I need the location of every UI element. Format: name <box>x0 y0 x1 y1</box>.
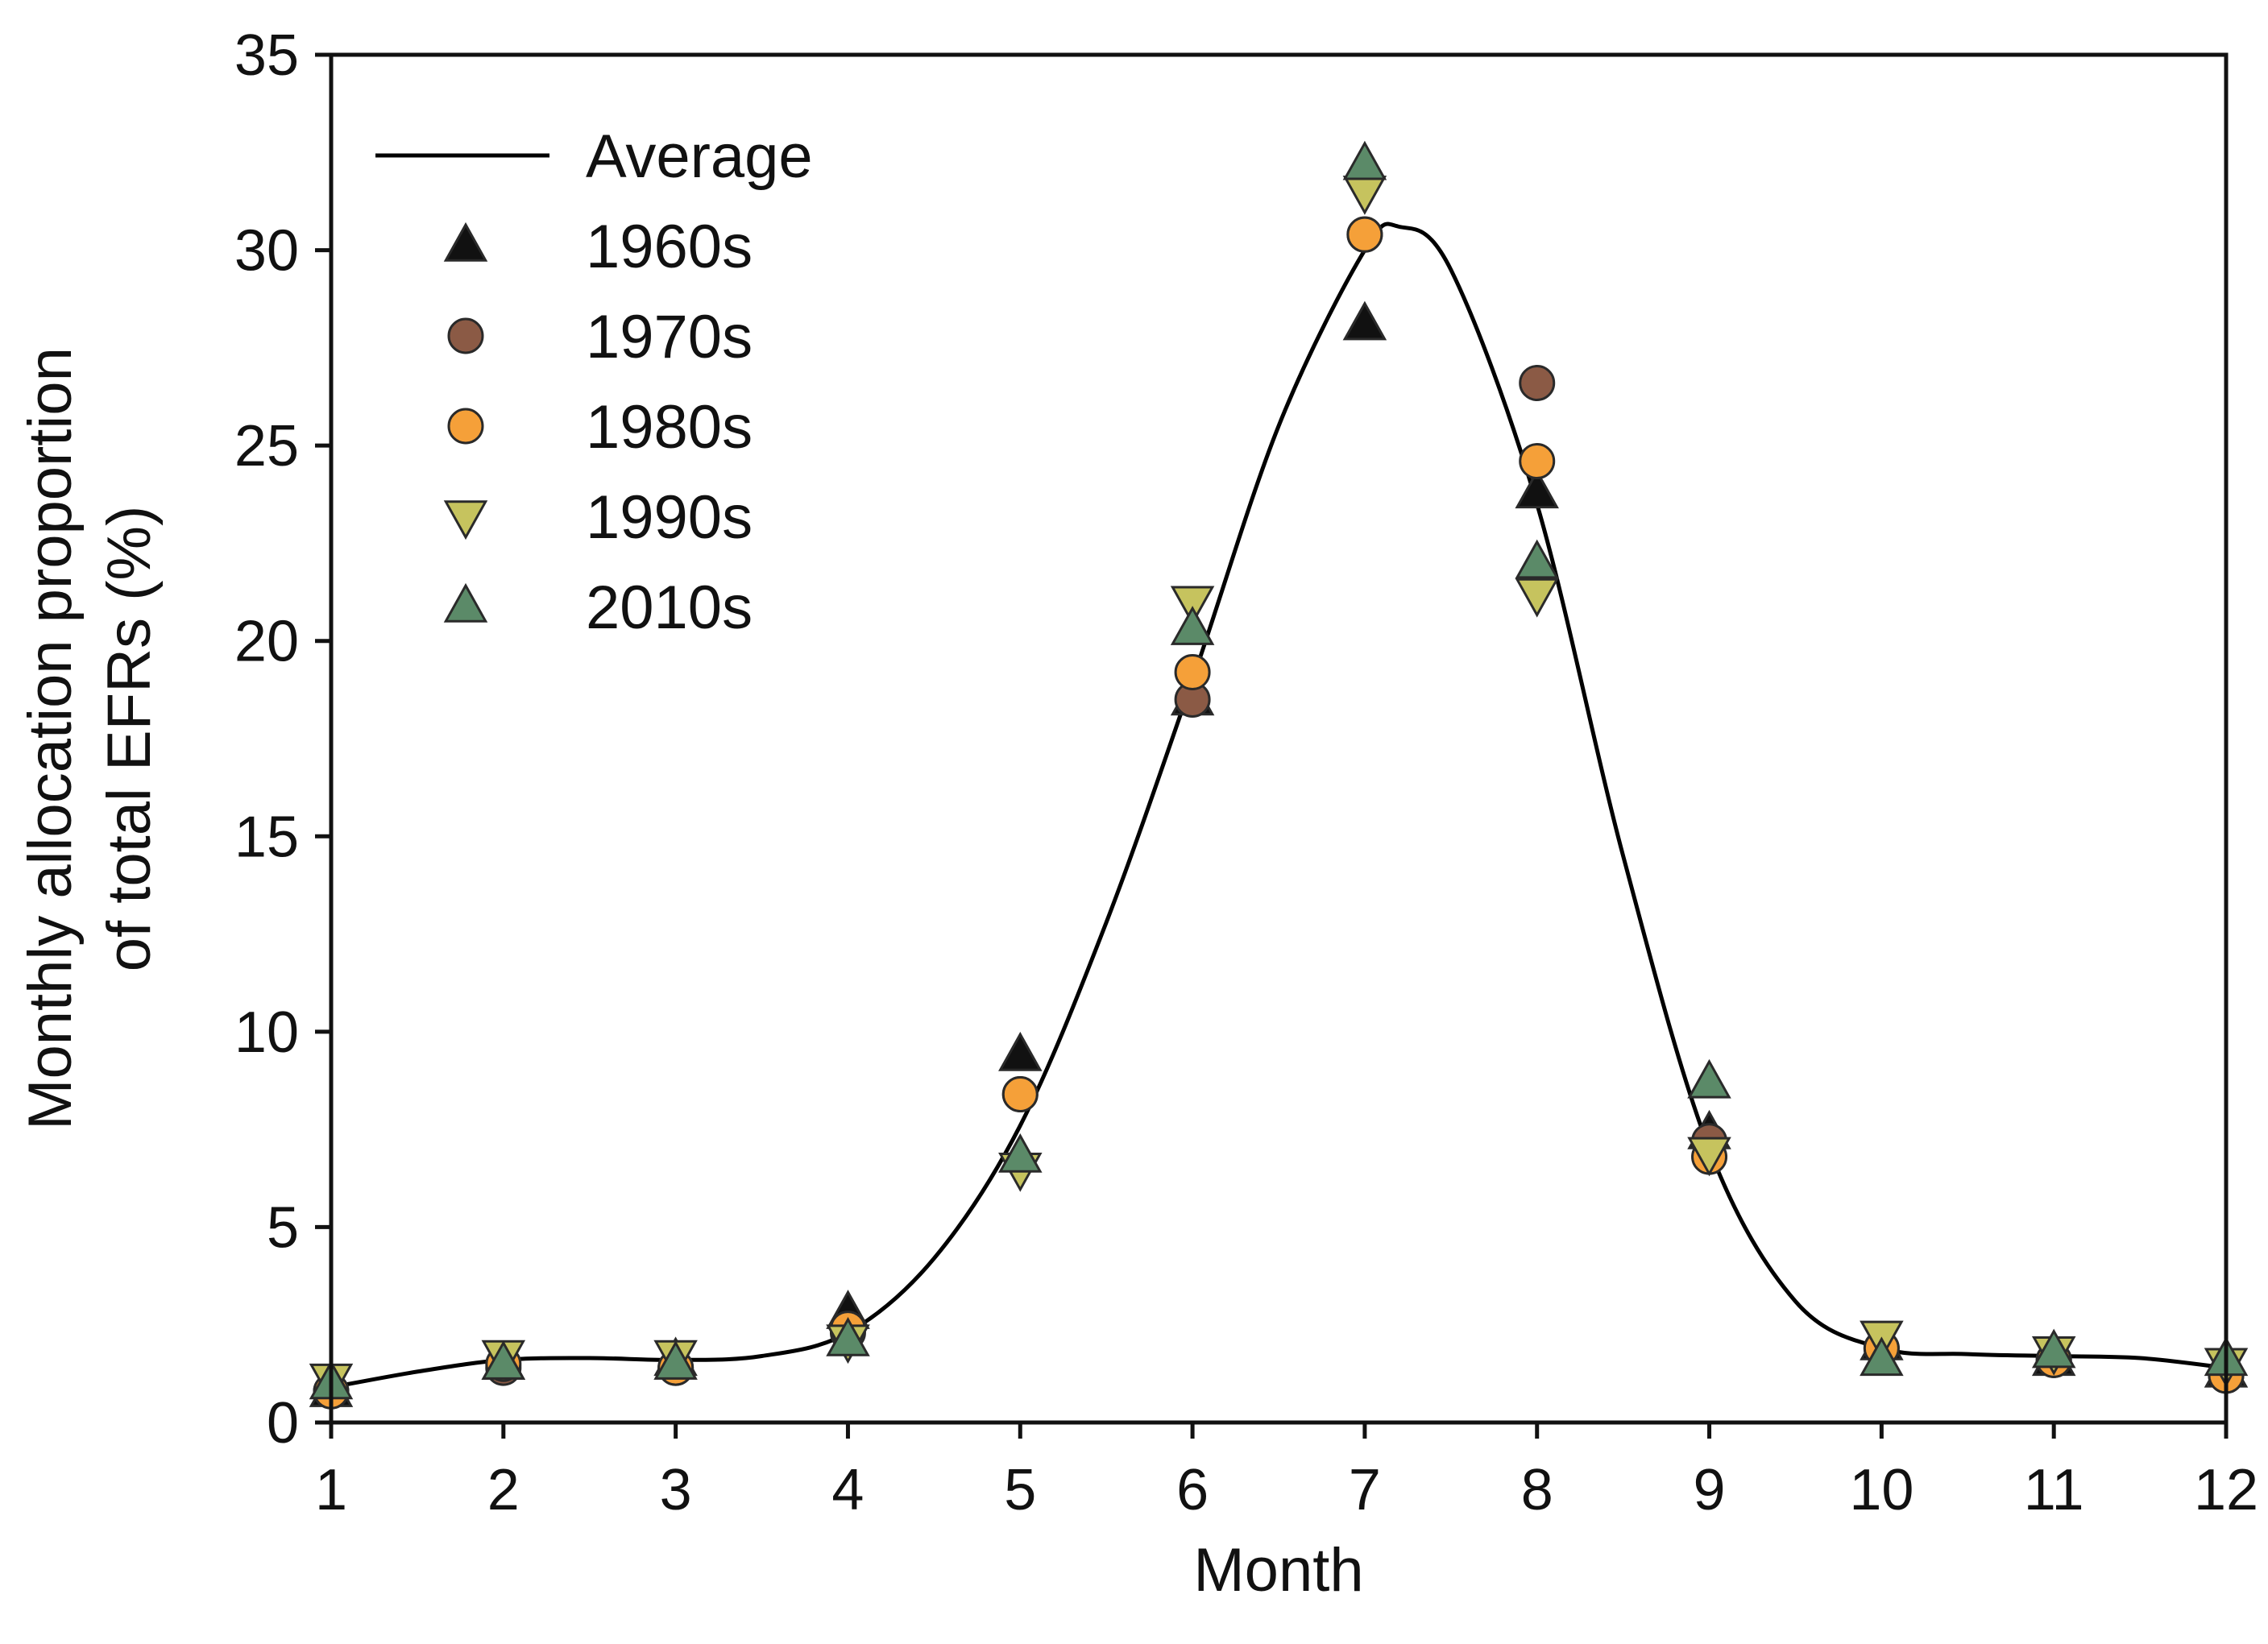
marker-2010s <box>481 1340 526 1380</box>
marker-1980s <box>1001 1075 1039 1112</box>
marker-1960s <box>1342 300 1387 341</box>
marker-2010s <box>826 1317 870 1356</box>
y-tick-label: 5 <box>267 1195 299 1260</box>
y-tick-label: 35 <box>234 23 299 88</box>
y-axis-title-line-1: Monthly allocation proportion <box>16 347 85 1130</box>
marker-1970s <box>1519 365 1556 402</box>
legend-swatch-2010s <box>443 582 488 623</box>
marker-1990s <box>1687 1137 1731 1177</box>
legend-label-2010s: 2010s <box>586 574 753 642</box>
legend-swatch-1960s <box>443 222 488 262</box>
marker-1980s <box>1346 216 1383 253</box>
marker-1960s <box>998 1031 1043 1071</box>
legend-label-1970s: 1970s <box>586 303 753 371</box>
x-tick-label: 6 <box>1176 1458 1209 1522</box>
marker-1980s <box>1519 443 1556 480</box>
y-axis-ticks: 0 5 10 15 20 25 30 35 <box>234 23 331 1456</box>
legend: Average 1960s 1970s 1980s 1990s 2010s <box>375 122 813 642</box>
x-tick-label: 3 <box>660 1458 692 1522</box>
marker-1990s <box>1170 586 1215 626</box>
x-tick-label: 7 <box>1349 1458 1381 1522</box>
x-tick-label: 5 <box>1004 1458 1036 1522</box>
marker-2010s <box>1860 1336 1904 1377</box>
legend-label-1980s: 1980s <box>586 393 753 462</box>
marker-2010s <box>998 1133 1043 1173</box>
legend-swatch-1990s <box>443 500 488 540</box>
marker-2010s <box>1342 140 1387 180</box>
x-tick-label: 1 <box>315 1458 347 1522</box>
marker-1960s <box>1515 469 1559 509</box>
x-tick-label: 4 <box>831 1458 864 1522</box>
y-tick-label: 15 <box>234 805 299 869</box>
plot-frame <box>329 52 2229 1425</box>
marker-1990s <box>1342 176 1387 215</box>
x-axis-title: Month <box>1193 1536 1363 1605</box>
x-tick-label: 8 <box>1521 1458 1553 1522</box>
marker-2010s <box>1170 606 1215 645</box>
x-tick-label: 9 <box>1694 1458 1726 1522</box>
marker-2010s <box>653 1340 698 1380</box>
average-line-layer <box>330 222 2227 1389</box>
legend-label-Average: Average <box>586 122 813 191</box>
marker-1990s <box>1515 578 1559 618</box>
x-tick-label: 2 <box>487 1458 520 1522</box>
x-axis-ticks: 1 2 3 4 5 6 7 8 9 10 11 12 <box>315 1422 2258 1522</box>
marker-1980s <box>1174 654 1211 691</box>
legend-label-1990s: 1990s <box>586 483 753 552</box>
marker-2010s <box>2031 1328 2076 1369</box>
y-axis-title: Monthly allocation proportion of total E… <box>16 347 164 1130</box>
y-axis-title-line-2: of total EFRs (%) <box>95 506 164 972</box>
legend-swatch-1980s <box>447 408 484 445</box>
y-tick-label: 0 <box>267 1391 299 1456</box>
average-line <box>330 222 2227 1389</box>
x-tick-label: 12 <box>2194 1458 2258 1522</box>
x-tick-label: 10 <box>1849 1458 1913 1522</box>
y-tick-label: 30 <box>234 219 299 284</box>
y-tick-label: 10 <box>234 1000 299 1065</box>
y-tick-label: 20 <box>234 610 299 674</box>
legend-label-1960s: 1960s <box>586 213 753 281</box>
marker-2010s <box>1515 539 1559 579</box>
y-tick-label: 25 <box>234 414 299 478</box>
marker-2010s <box>1687 1058 1731 1099</box>
x-tick-label: 11 <box>2024 1458 2084 1522</box>
legend-swatch-1970s <box>447 317 484 354</box>
